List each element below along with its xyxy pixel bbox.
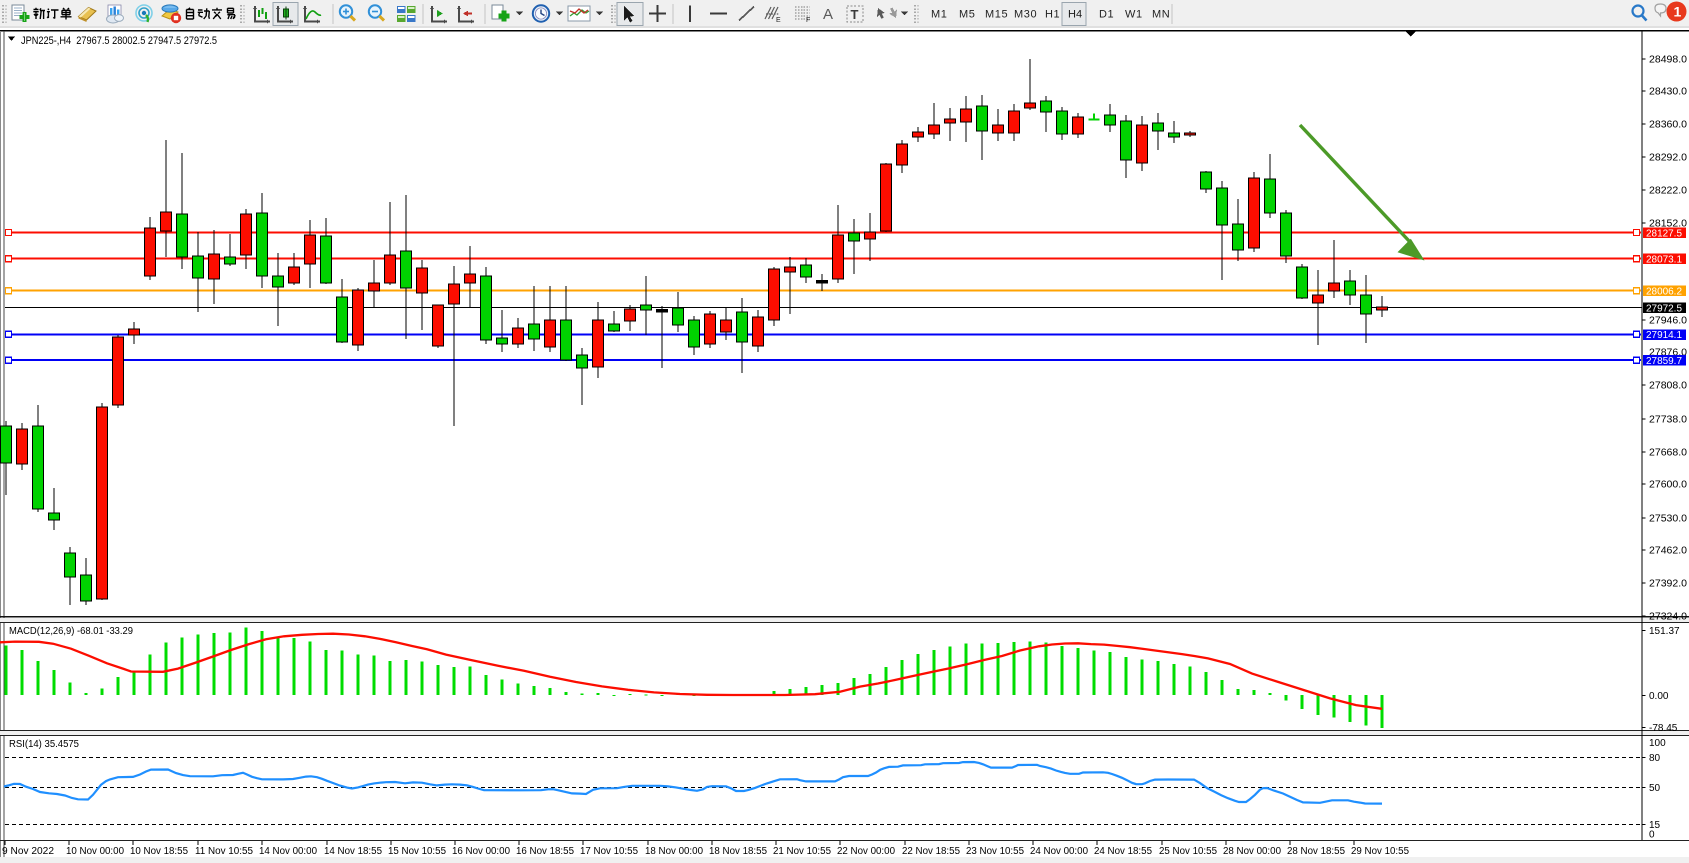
svg-text:100: 100	[1649, 738, 1666, 749]
svg-text:27600.0: 27600.0	[1649, 480, 1687, 491]
svg-text:27808.0: 27808.0	[1649, 381, 1687, 392]
svg-text:H1: H1	[1045, 9, 1060, 21]
svg-text:M1: M1	[931, 9, 947, 21]
svg-text:27392.0: 27392.0	[1649, 579, 1687, 590]
svg-text:27738.0: 27738.0	[1649, 415, 1687, 426]
svg-text:22 Nov 18:55: 22 Nov 18:55	[902, 846, 960, 857]
svg-text:10 Nov 18:55: 10 Nov 18:55	[130, 846, 188, 857]
svg-text:27972.5: 27972.5	[1646, 303, 1682, 314]
svg-text:10 Nov 00:00: 10 Nov 00:00	[66, 846, 124, 857]
svg-text:28222.0: 28222.0	[1649, 186, 1687, 197]
svg-text:28 Nov 00:00: 28 Nov 00:00	[1223, 846, 1281, 857]
svg-text:29 Nov 10:55: 29 Nov 10:55	[1351, 846, 1409, 857]
svg-text:28292.0: 28292.0	[1649, 153, 1687, 164]
svg-text:27530.0: 27530.0	[1649, 514, 1687, 525]
svg-text:28 Nov 18:55: 28 Nov 18:55	[1287, 846, 1345, 857]
svg-text:27462.0: 27462.0	[1649, 546, 1687, 557]
svg-text:28006.2: 28006.2	[1646, 286, 1682, 297]
svg-text:18 Nov 18:55: 18 Nov 18:55	[709, 846, 767, 857]
svg-text:27324.0: 27324.0	[1649, 612, 1687, 623]
svg-text:27876.0: 27876.0	[1649, 348, 1687, 359]
svg-text:MACD(12,26,9) -68.01 -33.29: MACD(12,26,9) -68.01 -33.29	[9, 626, 133, 637]
svg-text:27946.0: 27946.0	[1649, 316, 1687, 327]
svg-text:A: A	[823, 6, 833, 23]
svg-text:28360.0: 28360.0	[1649, 120, 1687, 131]
svg-text:JPN225-,H4 27967.5 28002.5 27: JPN225-,H4 27967.5 28002.5 27947.5 27972…	[21, 35, 217, 47]
svg-text:15: 15	[1649, 820, 1661, 831]
svg-text:23 Nov 10:55: 23 Nov 10:55	[966, 846, 1024, 857]
svg-text:80: 80	[1649, 753, 1661, 764]
svg-text:25 Nov 10:55: 25 Nov 10:55	[1159, 846, 1217, 857]
svg-text:151.37: 151.37	[1649, 626, 1680, 637]
svg-text:1: 1	[1674, 4, 1682, 20]
svg-text:15 Nov 10:55: 15 Nov 10:55	[388, 846, 446, 857]
svg-text:F: F	[806, 17, 810, 24]
svg-text:16 Nov 18:55: 16 Nov 18:55	[516, 846, 574, 857]
svg-text:E: E	[776, 17, 781, 24]
svg-text:11 Nov 10:55: 11 Nov 10:55	[195, 846, 253, 857]
svg-text:M5: M5	[959, 9, 975, 21]
svg-text:50: 50	[1649, 783, 1661, 794]
svg-text:M15: M15	[985, 9, 1008, 21]
svg-text:MN: MN	[1152, 9, 1170, 21]
svg-text:22 Nov 00:00: 22 Nov 00:00	[837, 846, 895, 857]
svg-text:0: 0	[1649, 829, 1655, 840]
svg-text:14 Nov 18:55: 14 Nov 18:55	[324, 846, 382, 857]
svg-text:28152.0: 28152.0	[1649, 219, 1687, 230]
svg-text:14 Nov 00:00: 14 Nov 00:00	[259, 846, 317, 857]
svg-text:28127.5: 28127.5	[1646, 228, 1682, 239]
svg-text:24 Nov 00:00: 24 Nov 00:00	[1030, 846, 1088, 857]
svg-text:W1: W1	[1125, 9, 1143, 21]
svg-text:28430.0: 28430.0	[1649, 87, 1687, 98]
svg-text:M30: M30	[1014, 9, 1037, 21]
svg-text:RSI(14) 35.4575: RSI(14) 35.4575	[9, 739, 79, 750]
svg-text:0.00: 0.00	[1649, 691, 1669, 702]
svg-text:T: T	[851, 7, 859, 22]
svg-text:27668.0: 27668.0	[1649, 448, 1687, 459]
svg-text:28498.0: 28498.0	[1649, 55, 1687, 66]
svg-text:18 Nov 00:00: 18 Nov 00:00	[645, 846, 703, 857]
svg-text:21 Nov 10:55: 21 Nov 10:55	[773, 846, 831, 857]
svg-text:24 Nov 18:55: 24 Nov 18:55	[1094, 846, 1152, 857]
svg-text:16 Nov 00:00: 16 Nov 00:00	[452, 846, 510, 857]
svg-text:H4: H4	[1068, 9, 1082, 21]
svg-text:D1: D1	[1099, 9, 1114, 21]
svg-text:27914.1: 27914.1	[1646, 330, 1682, 341]
svg-text:27859.7: 27859.7	[1646, 356, 1682, 367]
svg-text:-78.45: -78.45	[1649, 723, 1678, 734]
svg-text:17 Nov 10:55: 17 Nov 10:55	[580, 846, 638, 857]
svg-text:28073.1: 28073.1	[1646, 254, 1682, 265]
svg-text:9 Nov 2022: 9 Nov 2022	[2, 846, 54, 857]
